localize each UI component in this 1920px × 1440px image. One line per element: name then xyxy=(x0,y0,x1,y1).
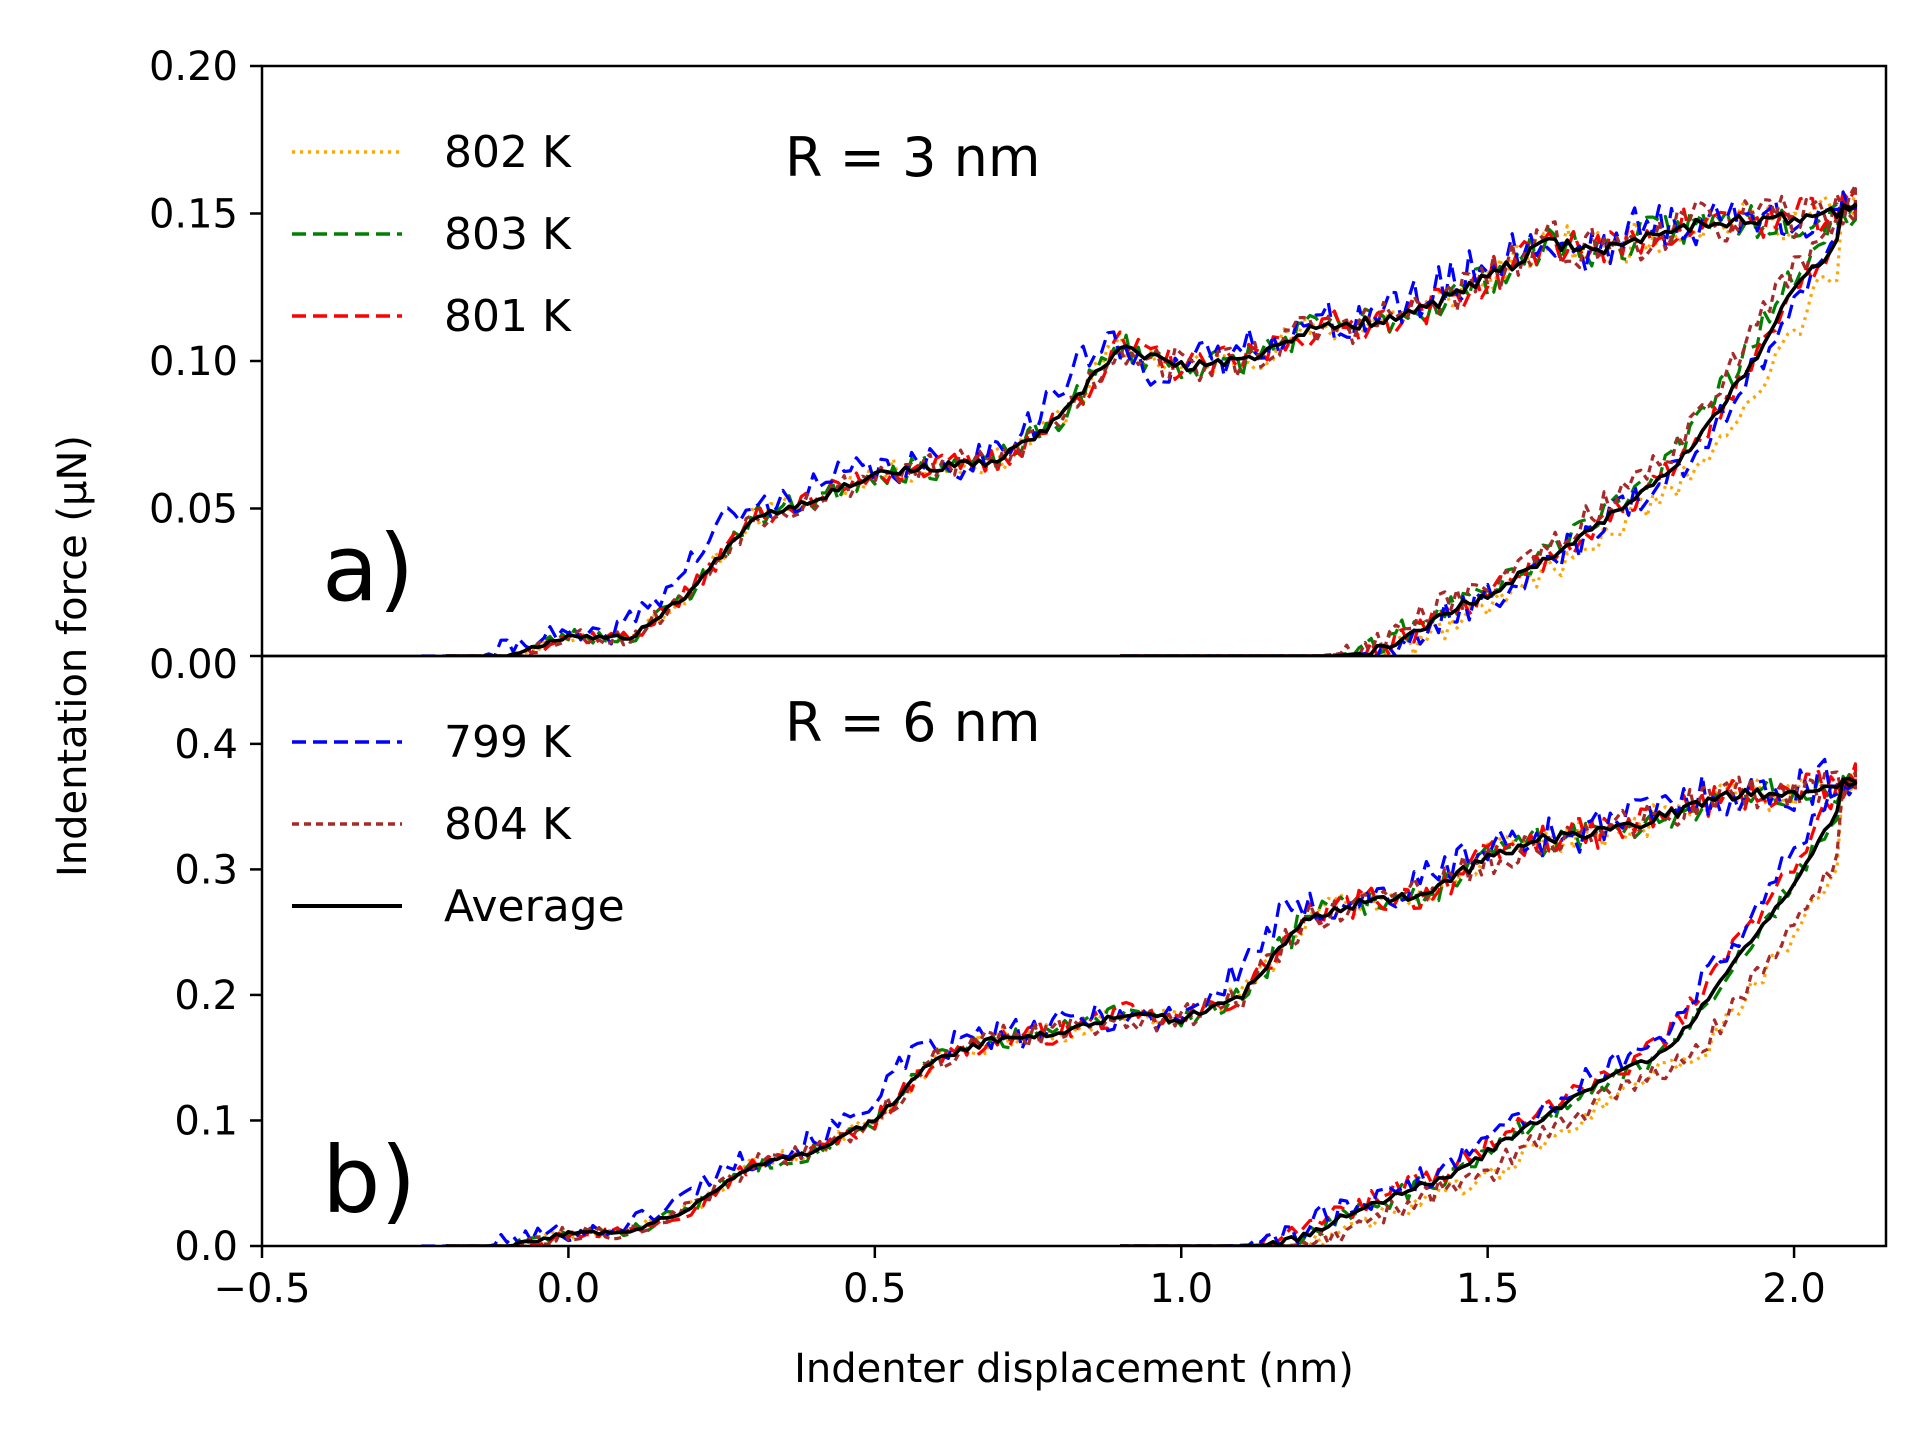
y-tick-label: 0.0 xyxy=(174,1224,238,1270)
panel-a-legend: 802 K 803 K 801 K xyxy=(292,127,572,342)
y-axis-label: Indentation force (μN) xyxy=(50,435,96,877)
y-tick-label: 0.4 xyxy=(174,722,238,768)
x-tick-label: 1.5 xyxy=(1456,1266,1520,1312)
panel-b-series xyxy=(421,757,1858,1246)
x-tick-label: −0.5 xyxy=(213,1266,310,1312)
y-tick-label: 0.20 xyxy=(149,44,238,90)
series-line-b-799-k xyxy=(421,757,1857,1246)
series-line-a-average xyxy=(445,202,1858,656)
y-tick-label: 0.2 xyxy=(174,973,238,1019)
panel-b: 0.00.10.20.30.4 −0.5 0.0 0.5 1.0 1.5 2.0 799 … xyxy=(174,654,1888,1312)
x-tick-label: 1.0 xyxy=(1149,1266,1213,1312)
panel-b-annotation: R = 6 nm xyxy=(785,691,1040,754)
y-tick-label: 0.00 xyxy=(149,642,238,688)
legend-label: 799 K xyxy=(444,717,572,768)
legend-label: 801 K xyxy=(444,291,572,342)
panel-a-y-ticks: 0.00 0.05 0.10 0.15 0.20 xyxy=(149,44,262,688)
panel-b-legend: 799 K 804 K Average xyxy=(292,717,625,932)
x-tick-label: 0.5 xyxy=(843,1266,907,1312)
panel-a-series xyxy=(421,183,1858,656)
x-axis-label: Indenter displacement (nm) xyxy=(794,1346,1354,1392)
legend-label: 804 K xyxy=(444,799,572,850)
y-tick-label: 0.1 xyxy=(174,1098,238,1144)
panel-b-label: b) xyxy=(322,1127,416,1234)
legend-label: Average xyxy=(444,881,625,932)
panel-b-frame xyxy=(260,654,1888,1248)
y-tick-label: 0.10 xyxy=(149,339,238,385)
panel-a: 0.00 0.05 0.10 0.15 0.20 802 K 803 K 801 K R =… xyxy=(149,44,1888,688)
series-line-b-804-k xyxy=(445,770,1857,1246)
legend-label: 803 K xyxy=(444,209,572,260)
y-tick-label: 0.05 xyxy=(149,487,238,533)
panel-b-y-ticks: 0.0 0.1 0.2 0.3 0.4 xyxy=(174,722,262,1270)
x-tick-label: 2.0 xyxy=(1762,1266,1826,1312)
x-tick-label: 0.0 xyxy=(537,1266,601,1312)
series-line-b-average xyxy=(445,776,1858,1246)
panel-a-label: a) xyxy=(322,515,414,622)
panel-b-x-ticks: −0.5 0.0 0.5 1.0 1.5 2.0 xyxy=(213,1246,1826,1312)
panel-a-annotation: R = 3 nm xyxy=(785,126,1040,189)
y-tick-label: 0.15 xyxy=(149,192,238,238)
y-tick-label: 0.3 xyxy=(174,847,238,893)
legend-label: 802 K xyxy=(444,127,572,178)
